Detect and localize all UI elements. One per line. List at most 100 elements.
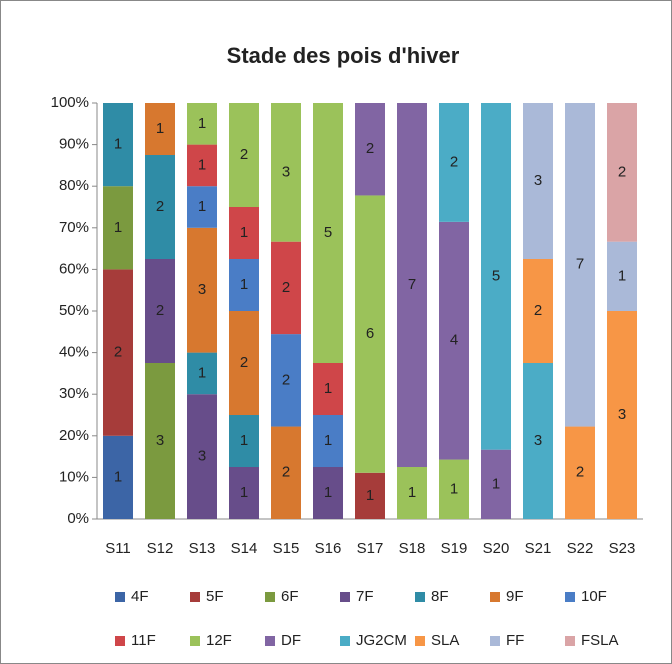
data-label: 1 [156,120,164,137]
data-label: 1 [324,380,332,397]
legend-swatch [265,636,275,646]
data-label: 3 [618,406,626,423]
bar-segment [397,467,427,519]
data-label: 3 [156,432,164,449]
bar-segment [187,186,217,228]
legend-swatch [490,592,500,602]
bar-segment [271,241,301,335]
x-tick-label: S21 [525,540,552,557]
legend-swatch [115,636,125,646]
bar-segment [103,269,133,436]
data-label: 7 [408,276,416,293]
x-tick-label: S16 [315,540,342,557]
data-label: 1 [324,484,332,501]
bar-segment [481,449,511,519]
bar-segment [313,363,343,415]
bar-segment [313,415,343,467]
x-tick-label: S22 [567,540,594,557]
data-label: 2 [282,279,290,296]
bar-segment [607,311,637,519]
bar-segment [565,426,595,519]
data-label: 2 [366,140,374,157]
legend-swatch [340,592,350,602]
bar-segment [271,426,301,519]
legend-label: FSLA [581,632,619,649]
bar-segment [397,103,427,467]
data-label: 1 [324,432,332,449]
data-label: 1 [408,484,416,501]
bar-segment [355,103,385,196]
y-tick-label: 70% [59,219,89,236]
legend-label: 6F [281,588,299,605]
legend-label: 10F [581,588,607,605]
bar-segment [439,103,469,222]
data-label: 3 [534,432,542,449]
bar-segment [187,144,217,187]
legend-swatch [565,636,575,646]
bar-segment [523,103,553,259]
bar-segment [103,186,133,270]
bar-segment [145,363,175,519]
legend-swatch [415,636,425,646]
data-label: 2 [240,354,248,371]
legend-swatch [115,592,125,602]
bar-segment [187,103,217,145]
x-tick-label: S19 [441,540,468,557]
data-label: 1 [114,136,122,153]
bar-segment [439,459,469,519]
chart-title: Stade des pois d'hiver [227,43,460,68]
y-tick-label: 20% [59,427,89,444]
data-label: 1 [450,480,458,497]
data-label: 7 [576,256,584,273]
legend-label: DF [281,632,301,649]
x-tick-label: S15 [273,540,300,557]
y-tick-label: 40% [59,344,89,361]
bar-segment [313,103,343,363]
x-tick-label: S17 [357,540,384,557]
data-label: 1 [366,487,374,504]
bar-segment [607,241,637,311]
x-tick-label: S18 [399,540,426,557]
data-label: 5 [492,267,500,284]
bar-segment [523,259,553,363]
legend-swatch [415,592,425,602]
legend-label: 11F [131,632,156,649]
bar-segment [607,103,637,242]
data-label: 5 [324,224,332,241]
data-label: 2 [450,153,458,170]
legend-label: JG2CM [356,632,407,649]
data-label: 1 [492,475,500,492]
legend-swatch [190,592,200,602]
bar-segment [355,195,385,473]
y-tick-label: 100% [51,94,89,111]
bar-segment [103,435,133,519]
legend-label: 8F [431,588,449,605]
data-label: 2 [618,163,626,180]
x-tick-label: S11 [105,540,131,557]
data-label: 2 [156,302,164,319]
bar-segment [229,311,259,415]
y-tick-label: 50% [59,302,89,319]
legend-swatch [340,636,350,646]
bar-segment [187,352,217,395]
legend-label: 9F [506,588,524,605]
legend-label: 4F [131,588,149,605]
legend-label: FF [506,632,524,649]
data-label: 1 [618,267,626,284]
data-label: 1 [114,468,122,485]
data-label: 1 [198,198,206,215]
data-label: 1 [240,432,248,449]
data-label: 2 [156,198,164,215]
bar-segment [229,467,259,519]
y-tick-label: 90% [59,136,89,153]
bar-segment [313,467,343,519]
data-label: 1 [240,276,248,293]
y-tick-label: 80% [59,177,89,194]
bar-segment [523,363,553,519]
bar-segment [145,155,175,259]
data-label: 3 [198,281,206,298]
x-tick-label: S14 [231,540,258,557]
bar-segment [271,103,301,242]
data-label: 6 [366,325,374,342]
data-label: 2 [282,464,290,481]
